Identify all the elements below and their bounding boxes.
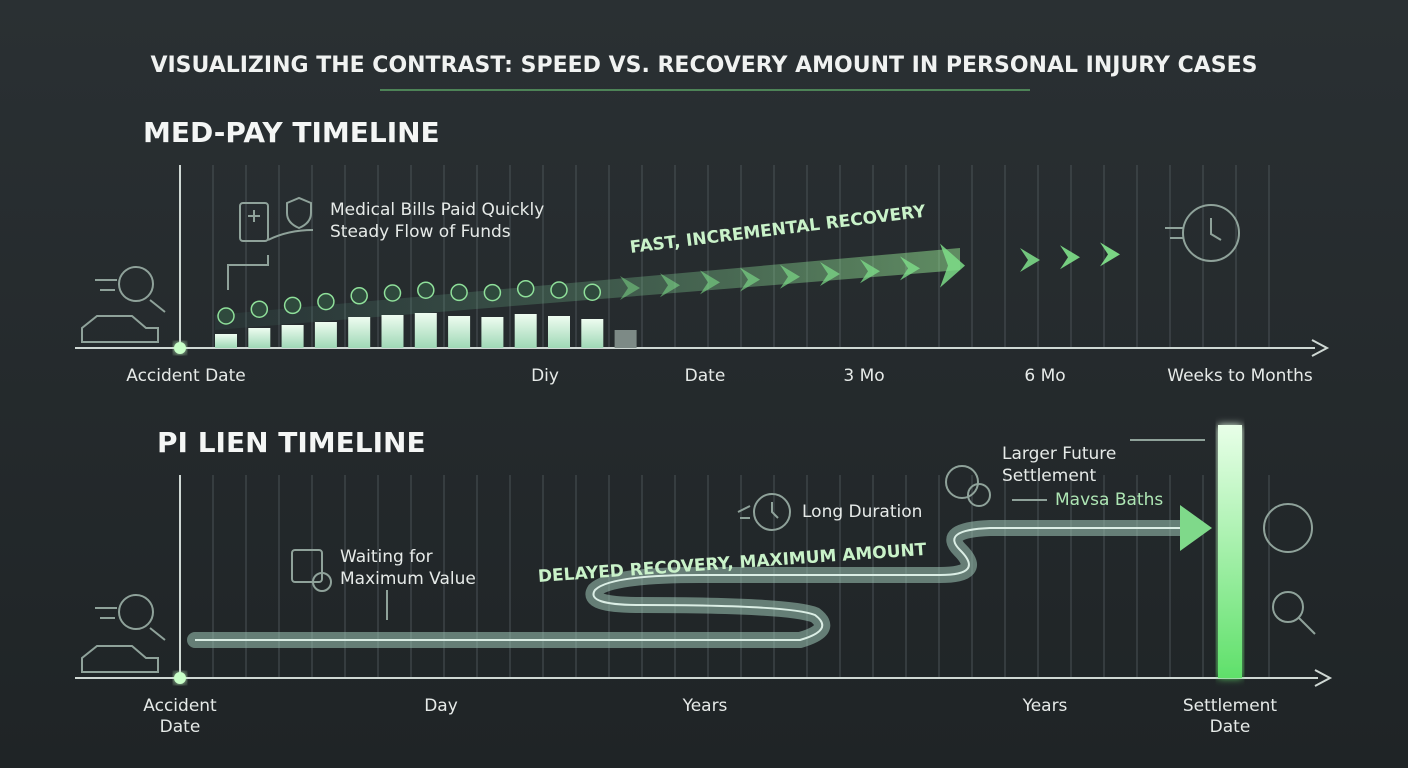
side-note: Mavsa Baths [1055, 490, 1163, 510]
coin [516, 280, 535, 298]
pilien-path-line [195, 527, 1185, 641]
chevron [1100, 242, 1120, 267]
coin [550, 281, 568, 299]
axis-label: Years [682, 696, 728, 716]
chevron [780, 264, 800, 289]
axis-label: 6 Mo [1024, 366, 1065, 386]
medpay-start-dot [174, 342, 186, 354]
medpay-chevrons [620, 242, 1120, 300]
chevron [620, 276, 640, 300]
payment-bar [248, 328, 271, 348]
coin [217, 307, 235, 325]
payment-bar [381, 315, 404, 348]
chevron [660, 273, 680, 298]
waiting-note-line: Maximum Value [340, 569, 476, 589]
payment-bar [215, 334, 237, 348]
medpay-axis-labels: Accident Date Diy Date 3 Mo 6 Mo Weeks to Mon… [126, 366, 1313, 386]
medpay-bars [215, 280, 637, 348]
pilien-axis-arrow [1314, 669, 1333, 687]
payment-bar [481, 317, 504, 348]
axis-label: 3 Mo [843, 366, 884, 386]
coin [250, 300, 269, 318]
payment-bar [514, 314, 537, 348]
payment-bar [614, 330, 637, 348]
medpay-axis-arrow [1311, 339, 1330, 357]
pilien-path-arrow [1180, 505, 1212, 551]
coin [450, 283, 468, 302]
payment-bar [281, 325, 304, 348]
payment-bar [314, 322, 337, 348]
pilien-icons [81, 439, 1316, 673]
payment-bar [348, 317, 371, 348]
axis-label: Accident [143, 696, 217, 716]
pilien-heading: PI LIEN TIMELINE [157, 426, 426, 459]
axis-label: Settlement [1183, 696, 1278, 716]
axis-label: Date [685, 366, 726, 386]
axis-label: Diy [531, 366, 559, 386]
coin [350, 287, 368, 305]
settlement-bar [1218, 425, 1242, 678]
chevron [700, 270, 720, 295]
payment-bar [414, 313, 437, 348]
chevron [940, 243, 965, 288]
coin [383, 284, 402, 302]
axis-label: Day [424, 696, 458, 716]
coin [483, 283, 502, 302]
axis-label: Date [160, 717, 201, 737]
settlement-note-line: Larger Future [1002, 444, 1116, 464]
payment-bar [548, 316, 570, 348]
axis-label: Years [1022, 696, 1068, 716]
waiting-note-line: Waiting for [340, 547, 433, 567]
medpay-heading: MED-PAY TIMELINE [143, 116, 440, 149]
axis-label: Accident Date [126, 366, 245, 386]
chevron [1060, 245, 1080, 270]
chevron [900, 256, 920, 281]
coin [417, 281, 435, 299]
chevron [740, 267, 760, 292]
settlement-note-line: Settlement [1002, 466, 1097, 486]
payment-bar [448, 316, 471, 348]
pilien-start-dot [174, 672, 186, 684]
duration-note: Long Duration [802, 502, 922, 522]
chevron [1020, 248, 1040, 272]
title: VISUALIZING THE CONTRAST: SPEED VS. RECO… [150, 53, 1257, 78]
chevron [860, 259, 880, 284]
medpay-note-line: Steady Flow of Funds [330, 222, 511, 242]
axis-label: Date [1210, 717, 1251, 737]
medpay-note-line: Medical Bills Paid Quickly [330, 200, 544, 220]
payment-bar [581, 319, 604, 348]
axis-label: Weeks to Months [1167, 366, 1313, 386]
medpay-icons [81, 196, 1240, 343]
coin [317, 292, 335, 311]
chevron [820, 262, 840, 286]
coin [583, 283, 602, 301]
coin [283, 296, 302, 315]
